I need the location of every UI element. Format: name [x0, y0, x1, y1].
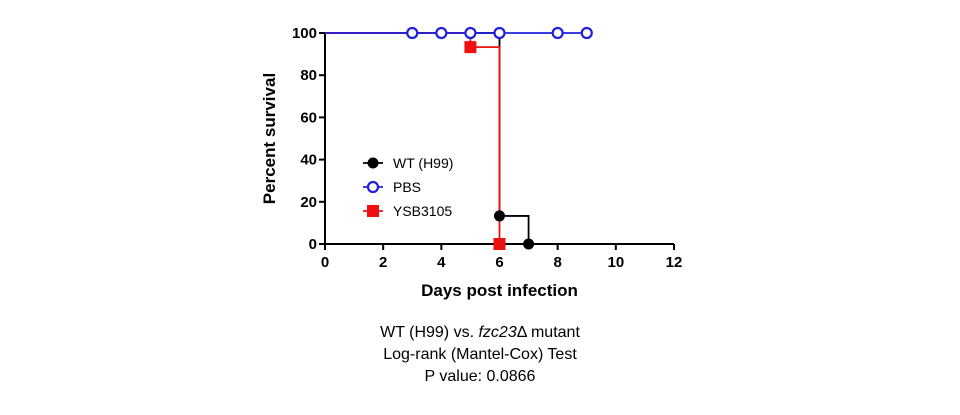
caption-comparison-prefix: WT (H99) vs.: [380, 324, 479, 341]
chart-axes: 0 2 4 6 8 10 12 0 20 40 60 80 100: [292, 25, 682, 271]
caption-test-name: Log-rank (Mantel-Cox) Test: [383, 346, 577, 363]
legend-marker-ysb3105: [367, 205, 379, 217]
point-pbs: [435, 26, 448, 40]
caption-comparison: WT (H99) vs. fzc23Δ mutant: [330, 322, 630, 344]
x-tick-label: 6: [495, 254, 503, 271]
x-tick-label: 8: [553, 254, 561, 271]
chart-series-layer: [325, 26, 593, 250]
y-tick-label: 60: [300, 109, 317, 126]
y-tick-label: 0: [309, 236, 317, 253]
point-wt-h99: [523, 238, 535, 250]
y-tick-label: 80: [300, 67, 317, 84]
caption-p-value: P value: 0.0866: [424, 368, 536, 385]
legend-label-pbs: PBS: [393, 179, 421, 195]
point-ysb3105: [464, 41, 477, 54]
x-tick-label: 2: [379, 254, 387, 271]
chart-legend: WT (H99) PBS YSB3105: [363, 155, 453, 219]
statistics-caption: WT (H99) vs. fzc23Δ mutant Log-rank (Man…: [330, 322, 630, 388]
legend-item-ysb3105: YSB3105: [363, 203, 452, 219]
x-tick-label: 12: [666, 254, 683, 271]
x-tick-label: 10: [607, 254, 624, 271]
legend-label-wt-h99: WT (H99): [393, 155, 453, 171]
legend-marker-wt-h99: [367, 157, 379, 169]
point-pbs: [580, 26, 593, 40]
point-pbs: [551, 26, 564, 40]
point-ysb3105: [493, 238, 506, 250]
x-axis-title: Days post infection: [421, 281, 578, 300]
caption-gene-name: fzc23: [478, 324, 517, 341]
y-axis-title: Percent survival: [260, 73, 279, 204]
legend-item-wt-h99: WT (H99): [363, 155, 453, 171]
survival-chart: 0 2 4 6 8 10 12 0 20 40 60 80 100 WT (H99) PBS YSB3105…: [260, 25, 682, 300]
y-tick-label: 20: [300, 194, 317, 211]
legend-label-ysb3105: YSB3105: [393, 203, 452, 219]
point-wt-h99: [494, 210, 505, 222]
x-tick-label: 4: [437, 254, 446, 271]
point-pbs: [406, 26, 419, 40]
legend-marker-pbs: [366, 180, 380, 194]
y-tick-label: 100: [292, 25, 317, 42]
caption-comparison-suffix: Δ mutant: [516, 324, 580, 341]
y-tick-label: 40: [300, 152, 317, 169]
point-pbs: [464, 26, 477, 40]
x-tick-label: 0: [321, 254, 329, 271]
point-pbs: [493, 26, 506, 40]
legend-item-pbs: PBS: [363, 179, 421, 195]
